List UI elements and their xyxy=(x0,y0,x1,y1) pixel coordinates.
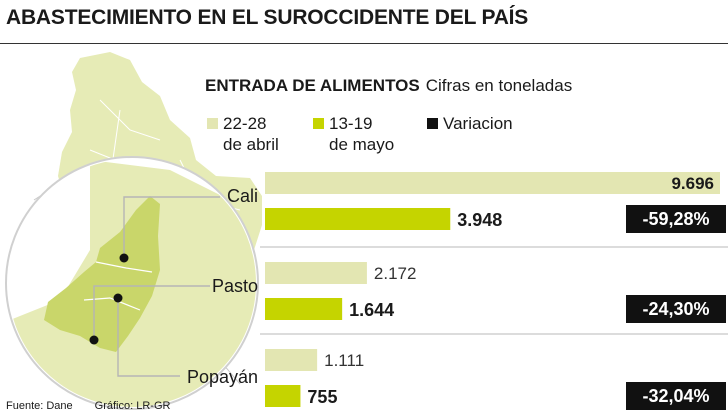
value-label-may-cali: 3.948 xyxy=(457,210,502,230)
variation-label-popayan: -32,04% xyxy=(642,386,709,406)
bar-april-popayan xyxy=(265,349,318,371)
legend-swatch-april xyxy=(207,118,218,129)
credit-label: Gráfico: LR-GR xyxy=(94,400,171,412)
zoom-region xyxy=(44,196,160,352)
bar-may-cali xyxy=(265,208,451,230)
chart-subtitle: ENTRADA DE ALIMENTOS Cifras en toneladas xyxy=(205,76,572,96)
chart-title: ABASTECIMIENTO EN EL SUROCCIDENTE DEL PA… xyxy=(6,6,529,29)
value-label-april-pasto: 2.172 xyxy=(374,264,417,283)
value-label-april-popayan: 1.111 xyxy=(324,351,364,370)
legend-swatch-may xyxy=(313,118,324,129)
footer: Fuente: Dane Gráfico: LR-GR xyxy=(6,400,170,412)
legend-item-april: 22-28 de abril xyxy=(207,113,279,155)
city-dot-popayan xyxy=(113,293,123,303)
category-label-popayan: Popayán xyxy=(187,367,258,387)
leader-popayan xyxy=(117,298,180,377)
legend-swatch-variation xyxy=(427,118,438,129)
city-dot-pasto xyxy=(89,335,99,345)
city-dot-cali xyxy=(119,253,129,263)
bar-may-popayan xyxy=(265,385,301,407)
title-divider xyxy=(0,43,728,44)
bar-april-pasto xyxy=(265,262,367,284)
subtitle-text: ENTRADA DE ALIMENTOS xyxy=(205,76,420,95)
unit-note: Cifras en toneladas xyxy=(425,76,573,95)
legend-label-variation: Variacion xyxy=(443,114,513,133)
legend-item-variation: Variacion xyxy=(427,113,513,134)
bar-may-pasto xyxy=(265,298,343,320)
category-label-cali: Cali xyxy=(227,186,258,206)
bar-april-cali xyxy=(265,172,720,194)
legend-label-april: 22-28 de abril xyxy=(223,114,279,154)
variation-box-pasto xyxy=(626,295,726,323)
category-label-pasto: Pasto xyxy=(212,276,258,296)
value-label-may-pasto: 1.644 xyxy=(349,300,394,320)
value-label-april-cali: 9.696 xyxy=(671,174,714,193)
variation-label-pasto: -24,30% xyxy=(642,299,709,319)
legend-label-may: 13-19 de mayo xyxy=(329,114,395,154)
legend-item-may: 13-19 de mayo xyxy=(313,113,394,155)
zoom-region-borders xyxy=(83,261,153,311)
colombia-map xyxy=(5,52,262,410)
bar-area: Cali 9.696 3.948 -59,28% Pasto 2.172 1.644 -24,… xyxy=(187,172,728,410)
variation-label-cali: -59,28% xyxy=(642,209,709,229)
source-label: Fuente: Dane xyxy=(6,400,73,412)
variation-box-popayan xyxy=(626,382,726,410)
value-label-may-popayan: 755 xyxy=(307,387,337,407)
variation-box-cali xyxy=(626,205,726,233)
leader-cali xyxy=(123,196,220,258)
leader-pasto xyxy=(93,285,210,340)
